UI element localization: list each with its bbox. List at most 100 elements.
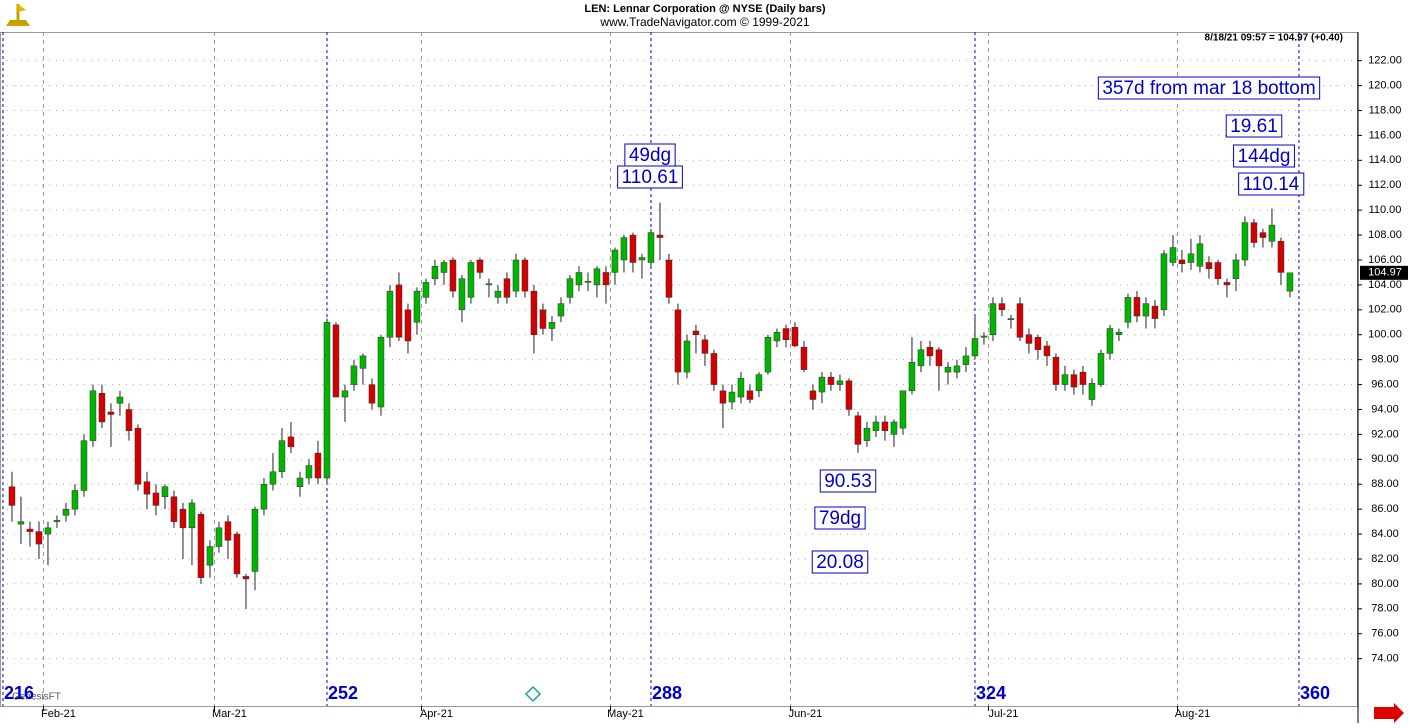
candle-body xyxy=(1169,247,1177,263)
candle-body xyxy=(1232,259,1240,279)
candle-body xyxy=(152,492,160,506)
candle-body xyxy=(287,436,295,448)
candle-body xyxy=(125,409,133,431)
y-tick-label: 102.00 xyxy=(1368,304,1402,316)
candle-body xyxy=(953,365,961,373)
candle-body xyxy=(629,234,637,263)
candle-body xyxy=(746,390,754,400)
candle-body xyxy=(1187,253,1195,263)
y-tick-label: 98.00 xyxy=(1371,354,1399,366)
candle-body xyxy=(161,486,169,497)
candle-body xyxy=(269,471,277,485)
candle-body xyxy=(962,355,970,365)
candle-body xyxy=(278,440,286,473)
candle-body xyxy=(1088,383,1096,400)
candle-body xyxy=(17,521,25,525)
annotation-box xyxy=(819,469,877,493)
candle-body xyxy=(521,259,529,292)
last-price-box xyxy=(1360,265,1408,280)
candle-body xyxy=(1223,282,1231,286)
candle-body xyxy=(881,421,889,431)
annotation-box xyxy=(617,165,683,189)
y-tick-label: 114.00 xyxy=(1369,154,1402,166)
candle-body xyxy=(62,508,70,516)
candles xyxy=(8,202,1294,609)
y-tick-label: 108.00 xyxy=(1368,229,1402,241)
x-tick-label: Mar-21 xyxy=(212,708,247,720)
candle-body xyxy=(449,259,457,292)
candle-body xyxy=(251,508,259,572)
annotation: 110.61 xyxy=(622,167,679,188)
x-tick-label: Apr-21 xyxy=(420,708,453,720)
chart-subtitle: www.TradeNavigator.com © 1999-2021 xyxy=(599,15,809,29)
candle-body xyxy=(44,527,52,535)
annotation: 49dg xyxy=(629,145,671,166)
candle-body xyxy=(620,237,628,261)
candle-body xyxy=(791,327,799,347)
candle-body xyxy=(332,324,340,398)
annotation: 357d from mar 18 bottom xyxy=(1102,78,1315,99)
candle-body xyxy=(998,303,1006,311)
scroll-arrow[interactable] xyxy=(1374,703,1404,723)
y-tick-label: 122.00 xyxy=(1368,55,1402,67)
candle-body xyxy=(944,366,952,373)
candle-body xyxy=(575,272,583,286)
candle-body xyxy=(818,376,826,393)
candle-body xyxy=(737,378,745,398)
candle-body xyxy=(80,440,88,491)
chart-title: LEN: Lennar Corporation @ NYSE (Daily ba… xyxy=(584,3,825,15)
cycle-label: 288 xyxy=(652,683,682,703)
candle-body xyxy=(836,380,844,385)
candle-body xyxy=(233,533,241,575)
candle-body xyxy=(359,355,367,369)
candle-body xyxy=(1106,328,1114,354)
candle-body xyxy=(1178,259,1186,264)
annotation-box xyxy=(811,550,869,574)
candle-body xyxy=(800,346,808,370)
candle-body xyxy=(872,421,880,431)
annotation-box xyxy=(1097,76,1321,100)
annotation: 20.08 xyxy=(816,552,864,573)
y-tick-label: 84.00 xyxy=(1371,528,1399,540)
y-tick-label: 92.00 xyxy=(1371,428,1399,440)
y-tick-label: 76.00 xyxy=(1371,628,1399,640)
annotation: 90.53 xyxy=(824,471,872,492)
candle-body xyxy=(305,465,313,479)
candle-body xyxy=(1286,272,1294,292)
candle-body xyxy=(107,411,115,415)
candle-body xyxy=(755,374,763,392)
candle-body xyxy=(503,278,511,298)
candle-body xyxy=(35,531,43,545)
candle-body xyxy=(638,257,646,261)
candle-body xyxy=(53,520,61,522)
candle-body xyxy=(206,546,214,566)
y-tick-label: 106.00 xyxy=(1368,254,1402,266)
candle-body xyxy=(440,262,448,273)
candle-body xyxy=(341,390,349,398)
annotation: 19.61 xyxy=(1230,116,1278,137)
candle-body xyxy=(1160,253,1168,311)
cycle-label: 360 xyxy=(1300,683,1330,703)
candle-body xyxy=(458,278,466,311)
candle-body xyxy=(494,290,502,298)
candle-body xyxy=(989,303,997,335)
y-tick-label: 104.00 xyxy=(1368,279,1402,291)
candle-body xyxy=(1214,262,1222,279)
y-tick-label: 110.00 xyxy=(1369,204,1402,216)
cycle-label: 252 xyxy=(328,683,358,703)
candle-body xyxy=(917,349,925,367)
candle-body xyxy=(539,309,547,329)
candle-body xyxy=(1115,331,1123,335)
candle-body xyxy=(260,483,268,510)
candle-body xyxy=(404,309,412,342)
candle-body xyxy=(1124,297,1132,323)
candle-body xyxy=(1142,303,1150,317)
candle-body xyxy=(548,322,556,329)
candle-body xyxy=(8,486,16,506)
candle-body xyxy=(764,336,772,373)
candle-body xyxy=(1034,336,1042,350)
y-tick-label: 86.00 xyxy=(1371,503,1399,515)
cycle-label: 216 xyxy=(4,683,34,703)
candle-body xyxy=(197,513,205,578)
candle-body xyxy=(674,309,682,373)
